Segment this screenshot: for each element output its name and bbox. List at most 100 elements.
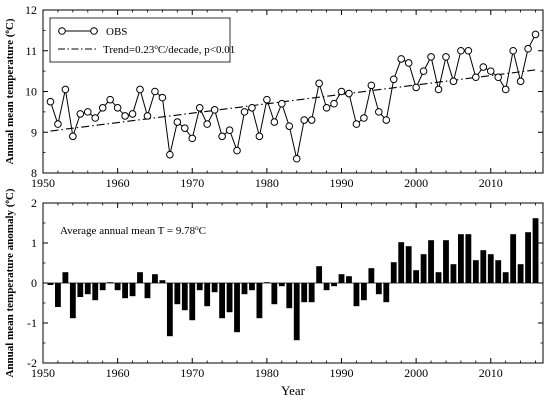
anomaly-bar-1988	[323, 283, 330, 291]
anomaly-bar-1968	[174, 283, 181, 305]
obs-point-1995	[375, 108, 383, 116]
top-xtick-label: 1960	[106, 176, 130, 190]
anomaly-bar-1963	[137, 272, 143, 283]
bottom-xtick-label: 1990	[330, 366, 354, 380]
anomaly-bar-2009	[480, 250, 487, 283]
obs-point-1984	[292, 154, 301, 163]
anomaly-bar-1984	[293, 283, 300, 341]
obs-point-1951	[46, 97, 55, 106]
anomaly-bar-1983	[286, 283, 293, 309]
obs-point-1981	[270, 118, 279, 126]
anomaly-bar-1981	[271, 283, 278, 305]
anomaly-bar-1971	[196, 283, 203, 291]
obs-point-1958	[98, 104, 107, 112]
anomaly-bar-1955	[77, 283, 84, 297]
anomaly-bar-1978	[249, 283, 255, 291]
anomaly-bar-1992	[353, 283, 360, 307]
bottom-ytick-label: -2	[27, 356, 37, 370]
anomaly-bar-1997	[390, 262, 397, 283]
anomaly-bar-1989	[331, 283, 337, 287]
anomaly-bar-1987	[316, 266, 323, 283]
top-xtick-label: 2000	[404, 176, 428, 190]
anomaly-bar-1985	[301, 283, 308, 303]
obs-point-2014	[516, 77, 525, 86]
anomaly-bar-2014	[517, 264, 524, 283]
bottom-xtick-label: 2010	[479, 366, 503, 380]
obs-point-2004	[442, 53, 450, 61]
obs-point-1988	[322, 104, 331, 112]
anomaly-bar-2016	[532, 218, 539, 283]
anomaly-bar-1991	[346, 276, 352, 283]
bottom-axis-ticks: 1950 1960 1970 1980 1990 2000 2010 -2 -1 0 1 2	[27, 196, 543, 380]
obs-point-1971	[195, 104, 204, 112]
anomaly-bar-1999	[405, 246, 412, 283]
obs-point-1965	[151, 87, 159, 96]
obs-point-1960	[113, 104, 122, 112]
bottom-ytick-label: 1	[31, 236, 37, 250]
anomaly-bar-1975	[226, 283, 233, 313]
obs-point-1959	[106, 95, 114, 104]
top-xtick-label: 2010	[479, 176, 503, 190]
anomaly-bar-1962	[129, 283, 136, 297]
obs-point-1994	[367, 81, 376, 90]
obs-point-1979	[255, 132, 264, 141]
anomaly-bar-1953	[62, 272, 69, 283]
anomaly-bar-1951	[47, 283, 54, 285]
obs-point-1993	[360, 114, 368, 122]
obs-point-1957	[91, 114, 100, 122]
obs-point-1986	[307, 116, 316, 124]
obs-point-1973	[210, 106, 219, 114]
obs-point-1985	[300, 116, 308, 124]
obs-point-2001	[419, 67, 428, 75]
anomaly-bar-1958	[99, 283, 106, 291]
obs-point-1978	[248, 104, 256, 112]
obs-point-2015	[524, 44, 532, 53]
anomaly-bar-1972	[204, 283, 211, 307]
anomaly-bar-1990	[338, 274, 345, 283]
x-axis-label: Year	[281, 383, 306, 398]
anomaly-bar-2002	[428, 240, 434, 283]
obs-point-1961	[121, 112, 129, 120]
anomaly-bar-2013	[510, 234, 517, 283]
obs-point-1982	[278, 99, 286, 108]
obs-point-1987	[315, 79, 323, 88]
anomaly-bar-1966	[159, 280, 166, 283]
obs-point-2006	[457, 46, 465, 55]
obs-point-2016	[531, 30, 540, 39]
anomaly-bar-1957	[92, 283, 99, 301]
average-annotation: Average annual mean T = 9.78oC	[60, 224, 206, 237]
top-xtick-label: 1980	[255, 176, 279, 190]
top-y-axis-title: Annual mean temperature (oC)	[3, 18, 16, 164]
obs-point-1972	[203, 120, 211, 128]
obs-point-1980	[263, 95, 271, 104]
obs-point-1952	[54, 120, 62, 128]
bottom-ytick-label: -1	[27, 316, 37, 330]
bottom-xtick-label: 1960	[106, 366, 130, 380]
obs-point-1997	[389, 75, 398, 84]
anomaly-bar-1976	[234, 283, 240, 333]
obs-point-1970	[188, 134, 197, 143]
anomaly-bar-2007	[465, 234, 472, 283]
anomaly-bar-1995	[375, 283, 382, 295]
obs-point-1955	[76, 110, 85, 118]
obs-point-2007	[464, 46, 473, 55]
anomaly-bar-2012	[502, 272, 509, 283]
obs-point-1963	[136, 85, 144, 94]
obs-point-1962	[128, 110, 137, 118]
obs-point-1968	[173, 118, 182, 126]
anomaly-bar-1956	[84, 283, 91, 295]
bottom-xtick-label: 1970	[180, 366, 204, 380]
anomaly-bar-1993	[360, 283, 367, 301]
anomaly-bar-1996	[383, 283, 390, 303]
top-axis-ticks: 1950 1960 1970 1980 1990 2000 2010 8 9 10 11 12	[25, 3, 543, 190]
obs-point-1975	[225, 126, 234, 135]
anomaly-bar-2010	[487, 254, 494, 283]
obs-point-1999	[404, 59, 413, 67]
anomaly-bar-2015	[525, 232, 531, 283]
top-ytick-label: 10	[25, 85, 37, 99]
obs-point-1992	[352, 120, 361, 128]
anomaly-bar-2000	[413, 270, 420, 283]
anomaly-bar-1961	[122, 283, 128, 299]
anomaly-bars	[47, 218, 539, 341]
